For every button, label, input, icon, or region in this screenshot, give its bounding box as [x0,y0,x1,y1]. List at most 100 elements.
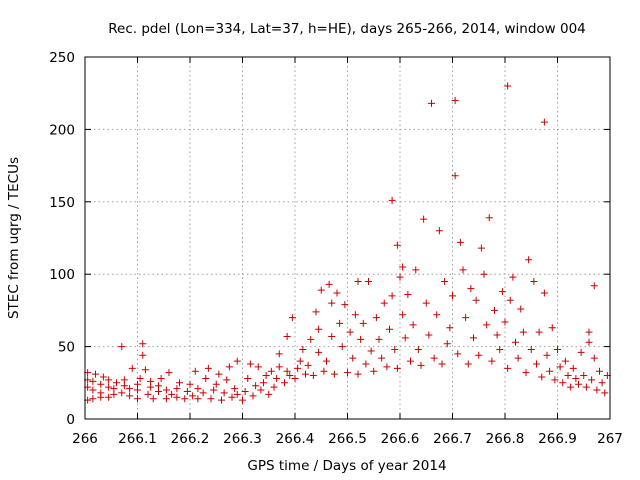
data-point [388,196,396,204]
data-point [564,372,572,380]
data-point [244,374,252,382]
x-tick-label: 266.7 [433,431,472,447]
data-point [307,335,315,343]
data-point [351,311,359,319]
data-point [181,395,189,403]
data-point [139,351,147,359]
data-point [254,363,262,371]
data-point [412,266,420,274]
data-point [194,385,202,393]
data-points [84,82,611,404]
data-point [414,345,422,353]
data-point [270,383,278,391]
data-point [165,369,173,377]
data-point [590,354,598,362]
data-point [485,214,493,222]
data-point [509,273,517,281]
data-point [422,299,430,307]
data-point [312,308,320,316]
data-point [433,311,441,319]
data-point [428,99,435,107]
data-point [283,367,291,375]
data-point [533,360,540,368]
data-point [320,367,328,375]
y-tick-label: 0 [66,412,75,428]
data-point [189,392,197,400]
data-point [514,354,522,362]
data-point [252,382,260,390]
data-point [569,364,577,372]
data-point [407,357,414,365]
data-point [451,96,459,104]
data-point [215,370,223,378]
data-point [97,380,105,388]
data-point [162,395,170,403]
data-point [183,387,191,395]
data-point [580,372,588,380]
data-point [404,290,412,298]
data-point [118,343,126,351]
data-point [593,386,601,394]
data-point [97,389,105,397]
data-point [157,374,165,382]
data-point [393,241,401,249]
data-point [118,389,126,397]
data-point [525,256,533,264]
data-point [577,348,585,356]
data-point [149,395,157,403]
data-point [291,374,299,382]
data-point [223,376,231,384]
data-point [540,289,548,297]
data-point [551,376,559,384]
x-axis-label: GPS time / Days of year 2014 [247,458,446,474]
data-point [399,263,407,271]
data-point [141,366,149,374]
data-point [493,331,501,339]
data-point [317,286,325,294]
data-point [210,386,218,394]
data-point [517,305,525,313]
data-point [443,340,451,348]
data-point [260,379,267,387]
data-point [585,338,593,346]
data-point [359,319,367,327]
data-point [191,367,199,375]
data-point [136,374,144,382]
data-point [449,292,456,300]
data-point [430,354,438,362]
data-point [105,393,113,401]
y-tick-label: 50 [58,340,75,356]
data-point [349,354,357,362]
data-point [176,379,183,387]
data-point [126,385,134,393]
data-point [370,367,378,375]
data-point [328,299,336,307]
data-point [480,270,488,278]
data-point [375,335,383,343]
data-point [239,396,246,404]
data-point [99,373,107,381]
data-point [139,340,147,348]
x-tick-label: 266.3 [223,431,262,447]
data-point [522,369,530,377]
y-tick-label: 200 [49,122,75,138]
data-point [265,390,273,398]
data-point [328,332,336,340]
data-point [488,357,496,365]
data-point [212,380,220,388]
data-point [275,350,283,358]
data-point [134,395,141,403]
data-point [409,321,417,329]
data-point [546,367,554,375]
data-point [357,335,365,343]
data-point [225,363,233,371]
data-point [309,372,317,380]
data-point [220,389,228,397]
data-point [110,385,118,393]
data-point [155,382,162,390]
data-point [590,282,598,290]
data-point [304,361,312,369]
x-tick-label: 266.8 [486,431,525,447]
data-point [233,390,241,398]
data-point [383,363,391,371]
